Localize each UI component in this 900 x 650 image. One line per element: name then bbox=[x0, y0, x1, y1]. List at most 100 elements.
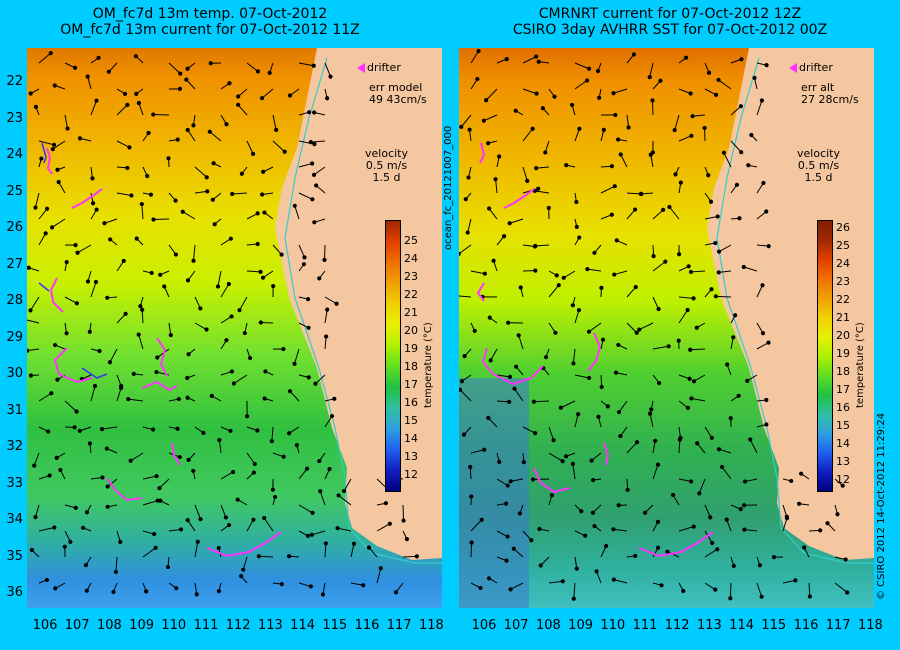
lat-tick-label: 33 bbox=[6, 475, 23, 491]
vector-head bbox=[475, 76, 480, 82]
vector-head bbox=[486, 576, 492, 581]
vector-head bbox=[689, 396, 694, 401]
colorbar-tick-label: 17 bbox=[404, 378, 418, 391]
vector-head bbox=[708, 515, 713, 520]
vector-head bbox=[666, 344, 671, 349]
current-vector bbox=[141, 204, 144, 220]
current-vector bbox=[715, 295, 732, 298]
current-vector bbox=[128, 398, 144, 402]
vector-head bbox=[739, 150, 744, 155]
vector-head bbox=[55, 167, 60, 172]
colorbar-tick-label: 12 bbox=[404, 468, 418, 481]
current-vector bbox=[534, 190, 550, 194]
current-vector bbox=[237, 104, 248, 116]
current-vector bbox=[614, 270, 628, 276]
vector-head bbox=[467, 127, 472, 132]
vector-head bbox=[306, 325, 311, 330]
vector-head bbox=[733, 313, 738, 318]
vector-head bbox=[647, 411, 653, 416]
current-vector bbox=[548, 284, 560, 298]
vector-head bbox=[64, 260, 69, 265]
current-vector bbox=[376, 523, 391, 532]
vector-head bbox=[721, 150, 727, 155]
vector-head bbox=[686, 264, 691, 269]
vector-head bbox=[341, 488, 347, 494]
vector-head bbox=[332, 396, 337, 401]
vector-head bbox=[793, 578, 798, 583]
vector-head bbox=[191, 468, 196, 474]
vector-head bbox=[685, 307, 690, 313]
vector-head bbox=[177, 454, 182, 460]
vector-head bbox=[616, 503, 621, 508]
vector-head bbox=[230, 469, 236, 475]
current-vector bbox=[678, 526, 694, 532]
vector-head bbox=[195, 539, 200, 544]
vector-head bbox=[840, 483, 845, 488]
vector-head bbox=[72, 65, 78, 70]
vector-head bbox=[122, 91, 128, 96]
vector-head bbox=[73, 243, 78, 248]
colorbar-tick-label: 22 bbox=[404, 288, 418, 301]
current-vector bbox=[626, 286, 637, 298]
vector-head bbox=[33, 104, 39, 109]
current-vector bbox=[533, 478, 550, 481]
vector-head bbox=[766, 244, 771, 249]
vector-head bbox=[716, 447, 722, 452]
current-vector bbox=[141, 309, 144, 324]
current-vector bbox=[34, 504, 40, 518]
vector-head bbox=[118, 385, 124, 391]
current-vector bbox=[744, 529, 758, 532]
vector-head bbox=[255, 211, 260, 216]
vector-head bbox=[551, 438, 556, 443]
vector-head bbox=[697, 491, 702, 496]
current-vector bbox=[104, 218, 118, 224]
vector-head bbox=[327, 466, 332, 472]
vector-head bbox=[145, 173, 150, 179]
vector-head bbox=[653, 438, 658, 443]
vector-head bbox=[144, 589, 149, 594]
current-vector bbox=[64, 296, 78, 304]
vector-head bbox=[308, 584, 313, 589]
vector-head bbox=[96, 55, 101, 61]
current-vector bbox=[467, 218, 472, 233]
vector-head bbox=[414, 554, 419, 559]
vector-head bbox=[105, 484, 110, 489]
current-vector bbox=[298, 62, 314, 67]
current-vector bbox=[194, 296, 201, 309]
vector-head bbox=[561, 275, 566, 280]
current-vector bbox=[350, 543, 355, 558]
current-vector bbox=[294, 348, 300, 364]
vector-head bbox=[335, 526, 340, 531]
vector-head bbox=[725, 362, 730, 367]
vector-head bbox=[748, 437, 753, 442]
vector-head bbox=[305, 296, 311, 302]
right-map: drifter err alt 27 28cm/s velocity 0.5 m… bbox=[459, 48, 874, 608]
current-vector bbox=[324, 415, 333, 428]
current-vector bbox=[51, 218, 66, 228]
colorbar-tick-label: 14 bbox=[404, 432, 418, 445]
vector-head bbox=[336, 493, 341, 498]
vector-head bbox=[560, 459, 565, 464]
vector-head bbox=[239, 574, 244, 579]
vector-head bbox=[685, 405, 691, 411]
vector-head bbox=[634, 330, 639, 335]
vector-head bbox=[596, 414, 601, 419]
current-vector bbox=[324, 296, 337, 305]
left-drifters-blue bbox=[38, 142, 108, 379]
vector-head bbox=[536, 186, 541, 191]
vector-head bbox=[688, 347, 693, 352]
lon-tick-label: 111 bbox=[632, 618, 658, 633]
vector-head bbox=[571, 596, 576, 601]
current-vector bbox=[239, 296, 248, 311]
credit-label: © CSIRO 2012 14-Oct-2012 11:29:24 bbox=[876, 412, 887, 600]
vector-head bbox=[611, 91, 616, 96]
vector-head bbox=[637, 327, 642, 332]
vector-head bbox=[576, 412, 581, 417]
vector-head bbox=[659, 583, 664, 588]
vector-head bbox=[716, 77, 721, 83]
vector-head bbox=[177, 86, 182, 91]
vector-head bbox=[125, 102, 130, 107]
current-vector bbox=[510, 582, 524, 590]
vector-head bbox=[487, 315, 492, 320]
vector-head bbox=[302, 255, 307, 260]
